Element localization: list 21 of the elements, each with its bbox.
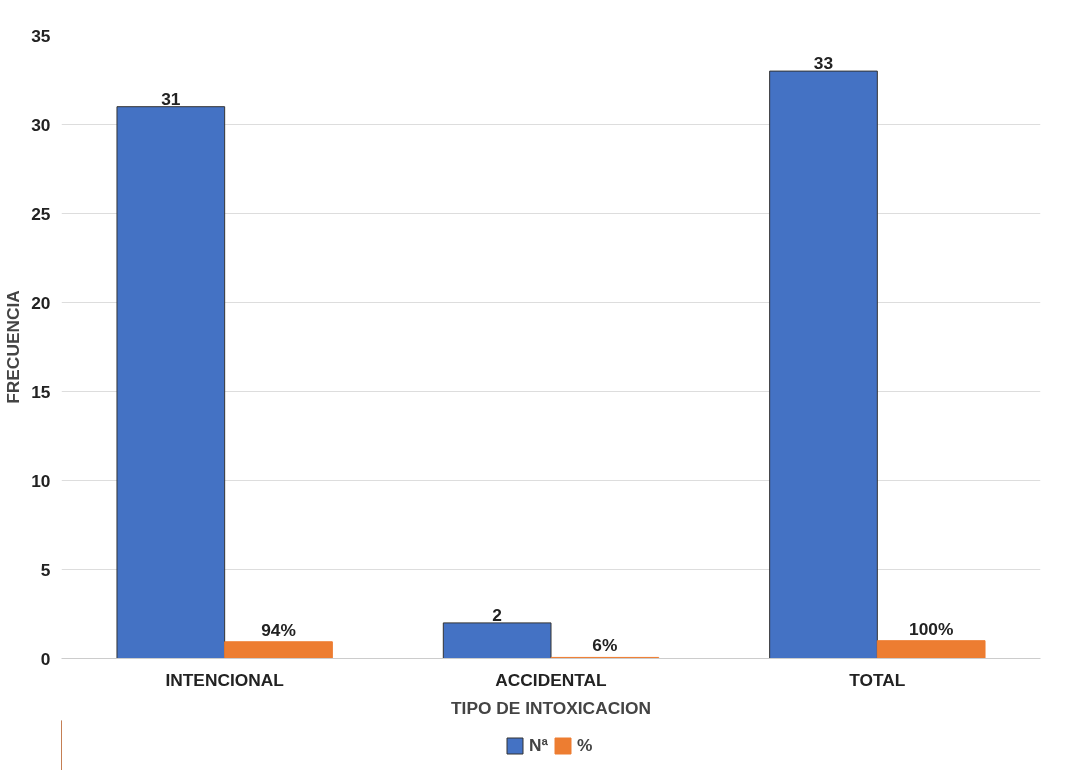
x-tick-label: INTENCIONAL — [165, 669, 285, 690]
y-tick-label: 10 — [31, 470, 51, 491]
y-tick-label: 15 — [31, 381, 51, 402]
data-label: 94% — [261, 619, 296, 640]
data-label: 2 — [492, 604, 502, 625]
y-tick-label: 35 — [31, 25, 51, 46]
y-tick-label: 30 — [31, 114, 51, 135]
x-tick-label: ACCIDENTAL — [495, 669, 608, 690]
y-tick-label: 0 — [40, 648, 51, 669]
legend-label: Nª — [529, 734, 549, 756]
y-axis-title: FRECUENCIA — [3, 289, 24, 404]
x-tick-label: TOTAL — [849, 669, 906, 690]
y-tick-label: 5 — [40, 559, 51, 580]
data-label: 31 — [161, 88, 181, 109]
data-label: 6% — [592, 635, 618, 656]
x-axis-title: TIPO DE INTOXICACION — [451, 697, 651, 718]
legend-label: % — [577, 734, 594, 756]
data-label: 33 — [813, 53, 834, 74]
y-tick-label: 20 — [31, 292, 51, 313]
data-label: 100% — [909, 618, 954, 639]
y-tick-label: 25 — [31, 203, 51, 224]
